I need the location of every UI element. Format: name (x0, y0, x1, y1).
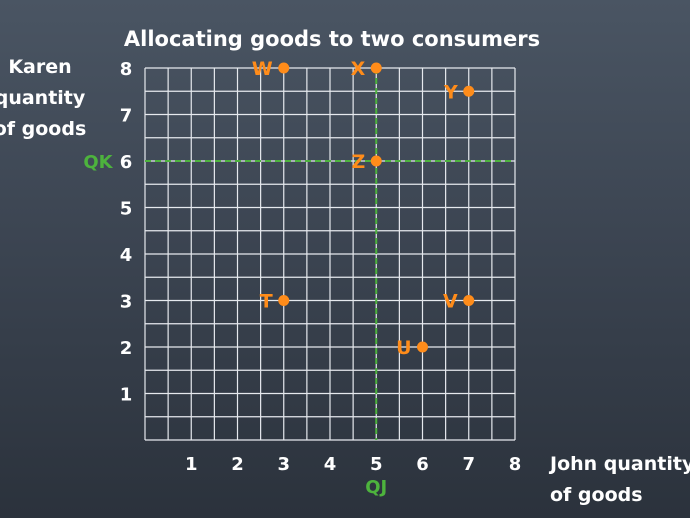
point-u (417, 341, 428, 353)
point-v (463, 295, 475, 306)
x-tick-label: 3 (277, 454, 290, 475)
chart-title: Allocating goods to two consumers (124, 27, 540, 51)
point-y (463, 85, 475, 97)
x-axis-label-line-2: of goods (550, 484, 643, 506)
point-label-t: T (260, 291, 273, 313)
point-x (370, 62, 382, 74)
y-axis-label: Karen quantity of goods (0, 56, 86, 140)
y-axis-label-line-2: quantity (0, 87, 86, 109)
x-tick-label: 2 (231, 454, 244, 475)
point-w (278, 62, 290, 74)
x-tick-label: 5 (370, 454, 383, 475)
point-label-u: U (396, 337, 411, 359)
data-points: W X Y Z T V U (252, 58, 475, 359)
x-tick-label: 8 (509, 454, 522, 475)
y-tick-label: 2 (120, 338, 133, 359)
y-tick-label: 4 (120, 245, 133, 266)
reference-label-qk: QK (83, 152, 113, 173)
point-label-v: V (443, 291, 458, 313)
point-z (370, 155, 382, 167)
point-label-w: W (252, 58, 273, 80)
point-t (278, 295, 290, 306)
y-axis-label-line-3: of goods (0, 118, 86, 140)
x-tick-labels: 1 2 3 4 5 6 7 8 (185, 454, 521, 475)
point-label-y: Y (443, 81, 458, 103)
grid (144, 67, 516, 441)
x-tick-label: 7 (462, 454, 475, 475)
y-tick-label: 8 (120, 59, 133, 80)
x-axis-label: John quantity of goods (548, 453, 690, 506)
y-tick-labels: 1 2 3 4 5 6 7 8 (120, 59, 133, 406)
x-tick-label: 1 (185, 454, 198, 475)
y-tick-label: 3 (120, 292, 133, 313)
reference-lines: QK QJ (83, 68, 515, 498)
y-tick-label: 5 (120, 199, 133, 220)
point-label-z: Z (351, 151, 365, 173)
y-axis-label-line-1: Karen (8, 56, 71, 78)
x-tick-label: 6 (416, 454, 429, 475)
y-tick-label: 1 (120, 385, 133, 406)
point-label-x: X (351, 58, 366, 80)
x-tick-label: 4 (324, 454, 337, 475)
y-tick-label: 7 (120, 106, 133, 127)
reference-label-qj: QJ (365, 477, 387, 498)
x-axis-label-line-1: John quantity (548, 453, 690, 475)
y-tick-label: 6 (120, 152, 133, 173)
